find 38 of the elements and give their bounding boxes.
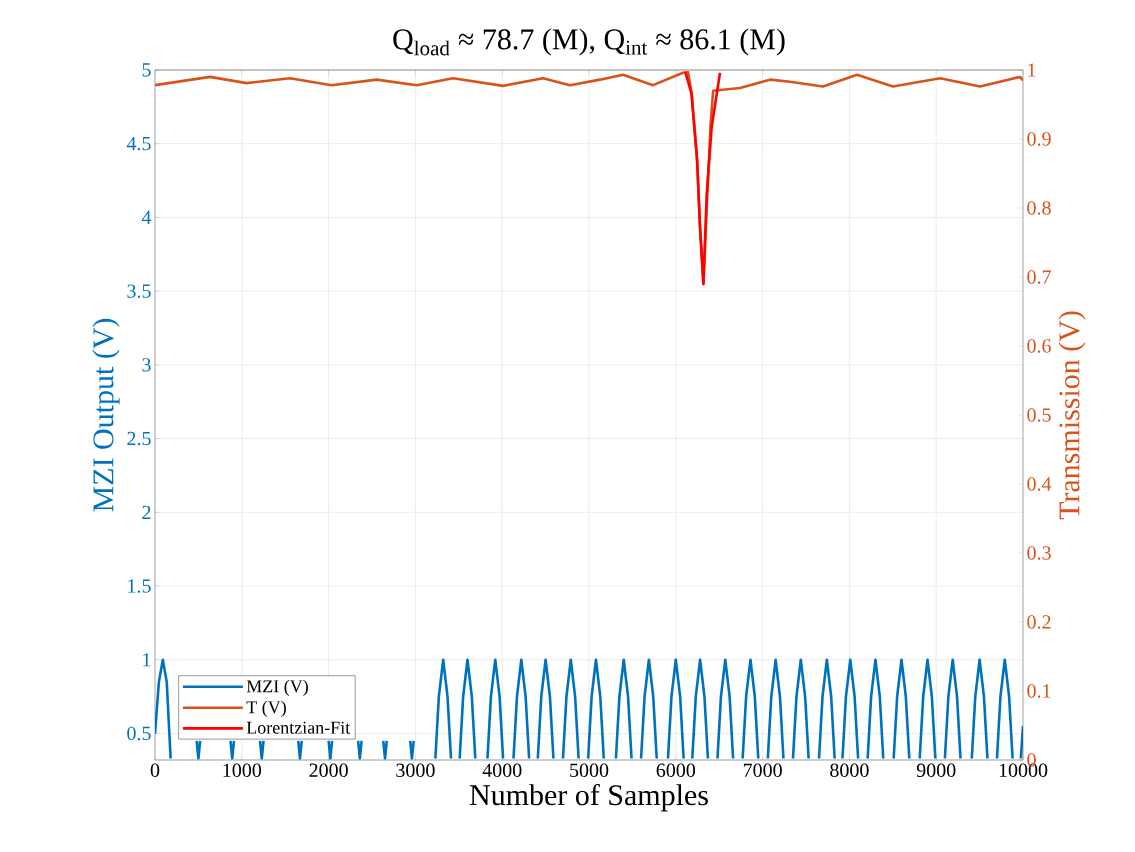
- line-series: [684, 70, 722, 286]
- y2-tick-label: 0.5: [1027, 408, 1051, 422]
- y-tick-label: 1: [143, 653, 151, 667]
- legend-label: MZI (V): [246, 679, 308, 697]
- y2-tick-label: 0.4: [1027, 477, 1052, 491]
- legend-label: T (V): [246, 700, 286, 718]
- y-tick-label: 3.5: [127, 284, 151, 298]
- y2-tick-label: 0.7: [1027, 270, 1051, 284]
- y2-tick-label: 0.1: [1027, 684, 1051, 698]
- y-tick-label: 0.5: [127, 726, 151, 741]
- y-tick-label: 1.5: [128, 579, 151, 593]
- y-tick-label: 3: [142, 358, 151, 372]
- y2-tick-label: 0.2: [1027, 615, 1051, 629]
- y-tick-label: 2.5: [127, 431, 151, 446]
- x-tick-label: 4000: [482, 763, 522, 778]
- y-axis-title: MZI Output (V): [92, 318, 120, 512]
- x-tick-label: 7000: [743, 763, 782, 778]
- y2-tick-label: 0.9: [1027, 132, 1051, 146]
- legend-label: Lorentzian-Fit: [246, 721, 351, 734]
- x-tick-label: 2000: [309, 763, 348, 778]
- x-tick-label: 8000: [830, 763, 869, 778]
- x-tick-label: 6000: [656, 763, 696, 778]
- y2-tick-label: 1: [1028, 63, 1036, 77]
- chart-title: Q$_{load}$ ≈ 78.7 (M), Q$_{int}$ ≈ 86.1 (M): [393, 28, 785, 56]
- y-tick-label: 4.5: [126, 136, 151, 151]
- y2-tick-label: 0.8: [1027, 201, 1051, 215]
- x-tick-label: 3000: [396, 763, 435, 778]
- x-tick-label: 0: [150, 763, 160, 778]
- y-tick-label: 4: [141, 210, 152, 225]
- y2-tick-label: 0.3: [1027, 546, 1051, 560]
- y2-tick-label: 0.6: [1027, 339, 1051, 353]
- x-tick-label: 1000: [223, 763, 262, 778]
- y-tick-label: 2: [142, 505, 151, 519]
- x-tick-label: 9000: [916, 763, 956, 778]
- y-tick-label: 5: [142, 63, 151, 77]
- x-axis-title: Number of Samples: [469, 783, 708, 812]
- x-tick-label: 5000: [570, 763, 609, 778]
- y2-axis-title: Transmission (V): [1058, 311, 1086, 520]
